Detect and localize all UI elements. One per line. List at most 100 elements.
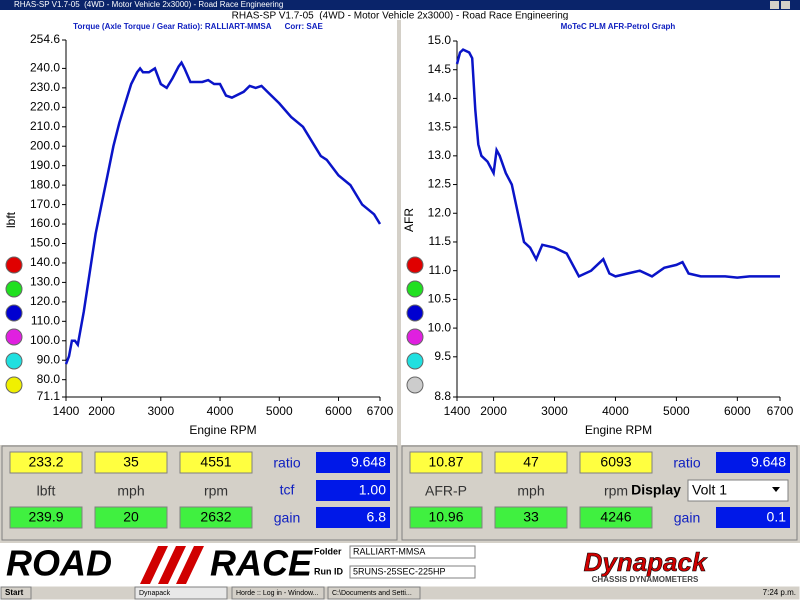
readout-value: 47: [523, 454, 539, 470]
start-label[interactable]: Start: [5, 588, 24, 597]
taskbar-item-label[interactable]: Dynapack: [139, 590, 171, 597]
y-tick-label: 71.1: [37, 389, 61, 403]
y-tick-label: 170.0: [30, 197, 60, 211]
gain-value: 6.8: [367, 509, 387, 525]
display-dropdown[interactable]: [687, 479, 789, 502]
ratio-value: 9.648: [351, 454, 386, 470]
legend-dot[interactable]: [406, 280, 424, 298]
readout-value: 4551: [200, 454, 231, 470]
folder-value: RALLIART-MMSA: [353, 546, 425, 556]
y-tick-label: 11.5: [429, 234, 452, 248]
readout-box: [179, 451, 253, 474]
y-axis-label: AFR: [402, 208, 416, 232]
y-tick-label: 11.0: [429, 263, 452, 277]
readout-value: 35: [123, 454, 139, 470]
header-bar: [0, 10, 800, 20]
y-tick-label: 120.0: [30, 294, 60, 308]
readout-value: 233.2: [28, 454, 63, 470]
readout-box: [409, 506, 483, 529]
unit-label: rpm: [604, 483, 628, 499]
folder-field: [349, 545, 476, 559]
brand-sub: CHASSIS DYNAMOMETERS: [592, 575, 699, 584]
readout-box: [9, 451, 83, 474]
display-value[interactable]: Volt 1: [692, 482, 727, 498]
readout-value: 10.87: [428, 454, 463, 470]
readout-value: 239.9: [28, 509, 63, 525]
x-tick-label: 2000: [88, 404, 115, 418]
legend-dot[interactable]: [5, 352, 23, 370]
readout-box: [94, 451, 168, 474]
gain-box: [716, 507, 790, 528]
taskbar-item[interactable]: [231, 586, 325, 600]
dropdown-arrow[interactable]: [772, 487, 780, 492]
x-tick-label: 6700: [767, 404, 794, 418]
legend-dot[interactable]: [406, 376, 424, 394]
legend-dot[interactable]: [406, 256, 424, 274]
unit-label: mph: [117, 483, 144, 499]
ratio-box: [716, 452, 790, 473]
y-tick-label: 14.5: [428, 62, 452, 76]
readout-box: [494, 451, 568, 474]
y-axis-label: lbft: [4, 211, 18, 228]
taskbar-item[interactable]: [134, 586, 228, 600]
legend-dot[interactable]: [5, 376, 23, 394]
x-tick-label: 1400: [444, 404, 471, 418]
legend-dot[interactable]: [5, 304, 23, 322]
readout-box: [579, 451, 653, 474]
gain-value: 0.1: [767, 509, 787, 525]
logo-road: ROAD: [6, 543, 112, 584]
y-tick-label: 10.5: [428, 292, 452, 306]
y-tick-label: 9.5: [434, 349, 451, 363]
tcf-label: tcf: [280, 482, 295, 498]
y-tick-label: 12.5: [428, 177, 452, 191]
readout-box: [94, 506, 168, 529]
brand: Dynapack: [584, 547, 708, 577]
y-tick-label: 8.8: [434, 389, 451, 403]
x-tick-label: 6000: [724, 404, 751, 418]
taskbar-item-label[interactable]: Horde :: Log in - Window...: [236, 590, 319, 597]
x-tick-label: 3000: [541, 404, 568, 418]
x-tick-label: 3000: [147, 404, 174, 418]
folder-label: Folder: [314, 546, 342, 556]
legend-dot[interactable]: [5, 256, 23, 274]
unit-label: mph: [517, 483, 544, 499]
y-tick-label: 180.0: [30, 177, 60, 191]
x-tick-label: 4000: [207, 404, 234, 418]
y-tick-label: 210.0: [30, 119, 60, 133]
ratio-label: ratio: [673, 455, 700, 471]
ratio-value: 9.648: [751, 454, 786, 470]
minimize-button[interactable]: [770, 1, 779, 9]
unit-label: lbft: [37, 483, 56, 499]
tcf-box: [316, 480, 390, 501]
x-tick-label: 5000: [266, 404, 293, 418]
x-axis-label: Engine RPM: [585, 423, 652, 437]
legend-dot[interactable]: [5, 280, 23, 298]
legend-dot[interactable]: [5, 328, 23, 346]
legend-dot[interactable]: [406, 304, 424, 322]
taskbar-item[interactable]: [327, 586, 421, 600]
y-tick-label: 150.0: [30, 236, 60, 250]
y-tick-label: 140.0: [30, 255, 60, 269]
taskbar-item-label[interactable]: C:\Documents and Setti...: [332, 590, 412, 597]
y-tick-label: 13.5: [428, 119, 452, 133]
x-tick-label: 4000: [602, 404, 629, 418]
y-tick-label: 230.0: [30, 80, 60, 94]
readout-box: [9, 506, 83, 529]
legend-dot[interactable]: [406, 328, 424, 346]
x-axis-label: Engine RPM: [189, 423, 256, 437]
y-tick-label: 190.0: [30, 158, 60, 172]
y-tick-label: 110.0: [31, 313, 60, 327]
unit-label: rpm: [204, 483, 228, 499]
x-tick-label: 6700: [367, 404, 394, 418]
y-tick-label: 80.0: [37, 372, 61, 386]
data-line: [64, 60, 382, 365]
legend-dot[interactable]: [406, 352, 424, 370]
close-button[interactable]: [781, 1, 790, 9]
display-label: Display: [631, 482, 681, 498]
start-button[interactable]: [0, 586, 32, 600]
readout-value: 6093: [600, 454, 631, 470]
clock: 7:24 p.m.: [763, 588, 796, 597]
readout-box: [179, 506, 253, 529]
readout-box: [494, 506, 568, 529]
